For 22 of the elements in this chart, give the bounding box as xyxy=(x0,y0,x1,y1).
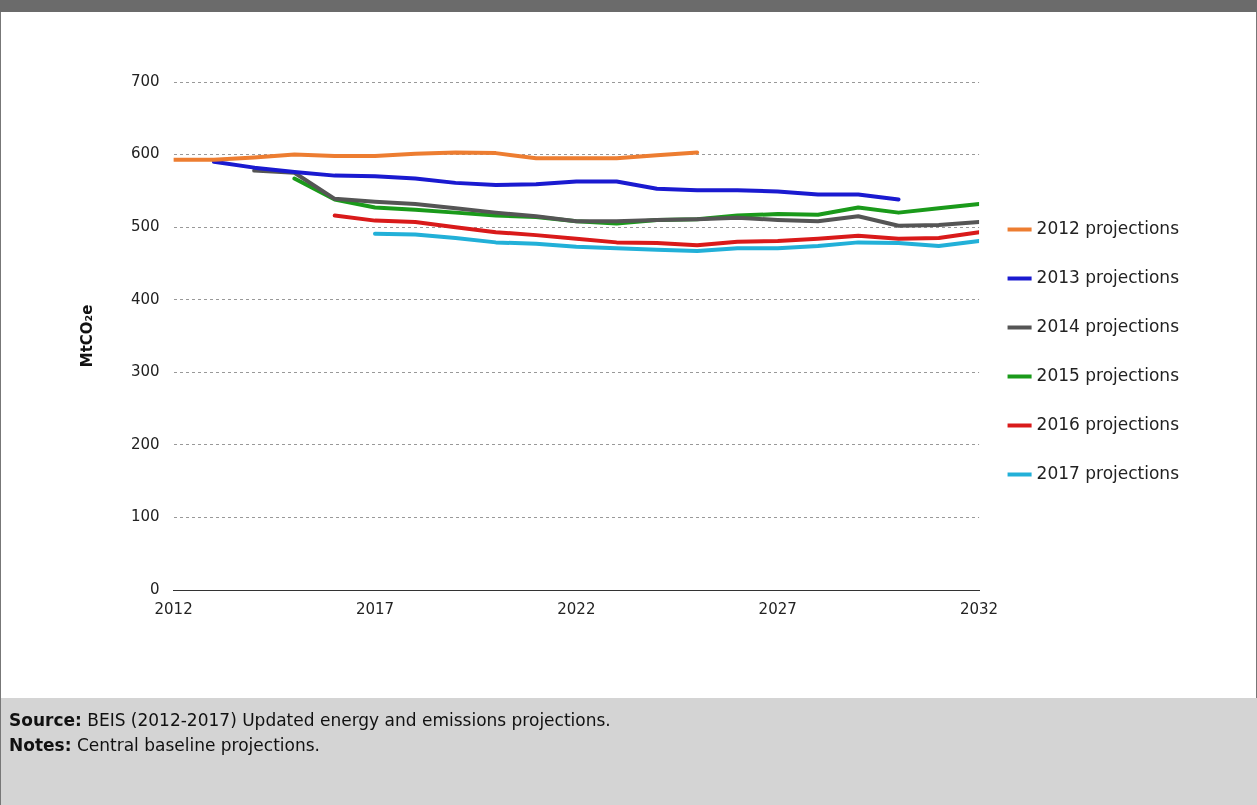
y-tick-label: 200 xyxy=(130,434,160,453)
legend-label: 2013 projections xyxy=(1036,266,1180,287)
y-tick-label: 500 xyxy=(130,217,160,236)
y-tick-label: 600 xyxy=(130,144,160,163)
x-tick-label: 2032 xyxy=(959,599,999,618)
x-tick-label: 2017 xyxy=(355,599,395,618)
y-axis-title: MtCO₂e xyxy=(77,304,96,368)
y-tick-label: 400 xyxy=(130,289,160,308)
legend-label: 2016 projections xyxy=(1036,413,1180,434)
legend-label: 2015 projections xyxy=(1036,364,1180,385)
text: Notes: Central baseline projections. xyxy=(9,734,321,757)
x-tick-label: 2027 xyxy=(758,599,797,618)
x-tick-label: 2012 xyxy=(154,599,193,618)
y-tick-label: 300 xyxy=(130,362,160,381)
y-tick-label: 0 xyxy=(150,579,160,598)
legend-label: 2017 projections xyxy=(1036,462,1180,483)
source-note: Source: BEIS (2012-2017) Updated energy and emissions projections. xyxy=(9,709,612,732)
legend-label: 2014 projections xyxy=(1036,315,1180,336)
legend-label: 2012 projections xyxy=(1036,217,1180,238)
y-tick-label: 100 xyxy=(130,507,160,526)
y-tick-label: 700 xyxy=(130,71,160,90)
x-tick-label: 2022 xyxy=(557,599,596,618)
